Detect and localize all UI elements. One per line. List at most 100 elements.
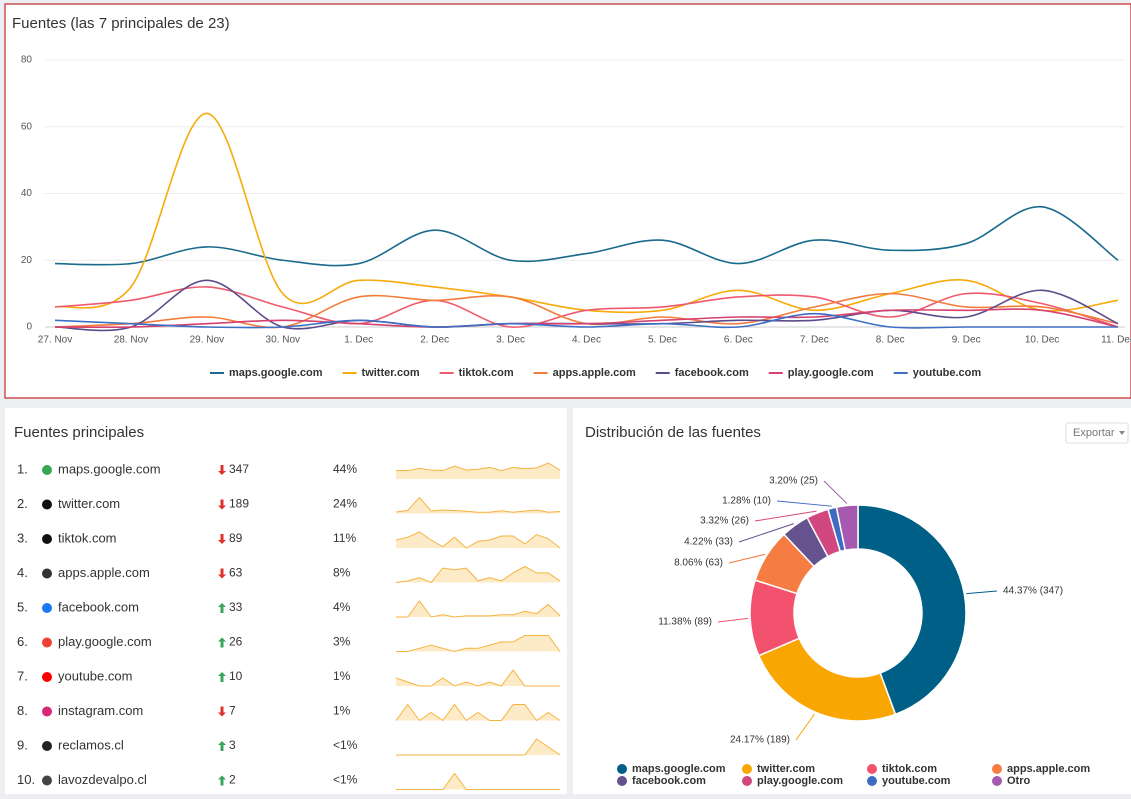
source-name: maps.google.com xyxy=(58,461,161,476)
sparkline xyxy=(396,772,560,790)
export-button[interactable]: Exportar xyxy=(1065,422,1129,444)
change: 7 xyxy=(229,704,236,718)
source-icon xyxy=(42,465,52,475)
donut-label: 3.32% (26) xyxy=(700,516,749,527)
leader-line xyxy=(728,553,766,564)
source-name: tiktok.com xyxy=(58,530,117,545)
leader-line xyxy=(738,523,795,543)
rank: 10. xyxy=(17,772,35,787)
source-name: twitter.com xyxy=(58,496,120,511)
y-tick-label: 0 xyxy=(26,322,32,333)
series-line xyxy=(54,112,1119,314)
change: 89 xyxy=(229,531,243,545)
legend-label: facebook.com xyxy=(632,775,706,787)
share: <1% xyxy=(333,738,358,752)
trend-arrow xyxy=(218,603,226,613)
x-tick-label: 9. Dec xyxy=(952,335,981,346)
rank: 6. xyxy=(17,634,28,649)
share: 3% xyxy=(333,635,351,649)
legend-label: apps.apple.com xyxy=(1007,763,1090,775)
leader-line xyxy=(966,590,998,595)
share: 11% xyxy=(333,531,356,545)
donut-label: 1.28% (10) xyxy=(722,496,771,507)
legend-label: tiktok.com xyxy=(882,763,937,775)
legend-swatch xyxy=(867,764,877,774)
source-name: instagram.com xyxy=(58,703,143,718)
source-name: youtube.com xyxy=(58,668,132,683)
export-label[interactable]: Exportar xyxy=(1073,427,1115,439)
source-icon xyxy=(42,637,52,648)
sparkline xyxy=(395,669,560,687)
share: 44% xyxy=(333,462,357,476)
rank: 8. xyxy=(17,703,28,718)
sparkline-area xyxy=(396,635,560,652)
sparkline xyxy=(395,531,561,549)
source-name: apps.apple.com xyxy=(58,565,150,580)
trend-arrow xyxy=(218,706,226,717)
source-name: facebook.com xyxy=(58,599,139,614)
x-tick-label: 29. Nov xyxy=(190,335,224,346)
y-tick-label: 20 xyxy=(21,255,33,266)
legend-label: twitter.com xyxy=(757,763,815,775)
trend-arrow xyxy=(218,672,226,682)
x-tick-label: 3. Dec xyxy=(496,335,525,346)
donut-label: 24.17% (189) xyxy=(730,735,790,746)
source-name: reclamos.cl xyxy=(58,737,124,752)
trend-arrow xyxy=(218,775,226,786)
sparkline-area xyxy=(396,497,560,514)
donut-slice xyxy=(857,504,967,716)
x-tick-label: 5. Dec xyxy=(648,335,677,346)
line-panel xyxy=(4,3,1131,399)
rank: 2. xyxy=(17,496,28,511)
sparkline xyxy=(395,703,561,722)
legend-label: maps.google.com xyxy=(229,367,323,379)
donut-title: Distribución de las fuentes xyxy=(585,424,761,441)
legend-label: play.google.com xyxy=(757,775,843,787)
sparkline-area xyxy=(396,739,560,755)
change: 2 xyxy=(229,773,236,787)
donut-panel xyxy=(573,408,1131,798)
share: 24% xyxy=(333,497,357,511)
sparkline xyxy=(395,565,561,584)
sparkline-area xyxy=(396,532,560,548)
x-tick-label: 27. Nov xyxy=(38,335,72,346)
legend-swatch xyxy=(992,764,1002,774)
legend-swatch xyxy=(617,764,627,774)
rank: 5. xyxy=(17,599,28,614)
x-tick-label: 6. Dec xyxy=(724,335,753,346)
change: 189 xyxy=(229,497,249,511)
export-caret[interactable] xyxy=(1119,431,1125,435)
rank: 3. xyxy=(17,530,28,545)
sparkline-area xyxy=(396,463,560,479)
series-line xyxy=(54,206,1119,267)
source-icon xyxy=(42,706,52,717)
trend-arrow xyxy=(218,568,226,579)
share: 1% xyxy=(333,669,351,683)
legend-label: twitter.com xyxy=(362,367,420,379)
source-icon xyxy=(42,775,52,786)
rank: 9. xyxy=(17,737,28,752)
rank: 4. xyxy=(17,565,28,580)
sparkline xyxy=(396,600,561,618)
legend-swatch xyxy=(992,776,1002,786)
leader-line xyxy=(717,617,749,623)
change: 10 xyxy=(229,669,243,683)
change: 63 xyxy=(229,566,243,580)
x-tick-label: 10. Dec xyxy=(1025,335,1059,346)
y-tick-label: 80 xyxy=(21,55,33,66)
legend-label: tiktok.com xyxy=(459,367,514,379)
legend-swatch xyxy=(867,776,877,786)
rank: 7. xyxy=(17,668,28,683)
donut-label: 44.37% (347) xyxy=(1003,586,1063,597)
x-tick-label: 28. Nov xyxy=(114,335,148,346)
change: 26 xyxy=(229,635,243,649)
trend-arrow xyxy=(218,637,226,648)
source-icon xyxy=(42,741,52,751)
source-icon xyxy=(42,603,52,613)
donut-label: 3.20% (25) xyxy=(769,476,818,487)
series-line xyxy=(54,308,1119,329)
share: 8% xyxy=(333,566,351,580)
legend-label: maps.google.com xyxy=(632,763,726,775)
export-box[interactable] xyxy=(1065,422,1129,444)
